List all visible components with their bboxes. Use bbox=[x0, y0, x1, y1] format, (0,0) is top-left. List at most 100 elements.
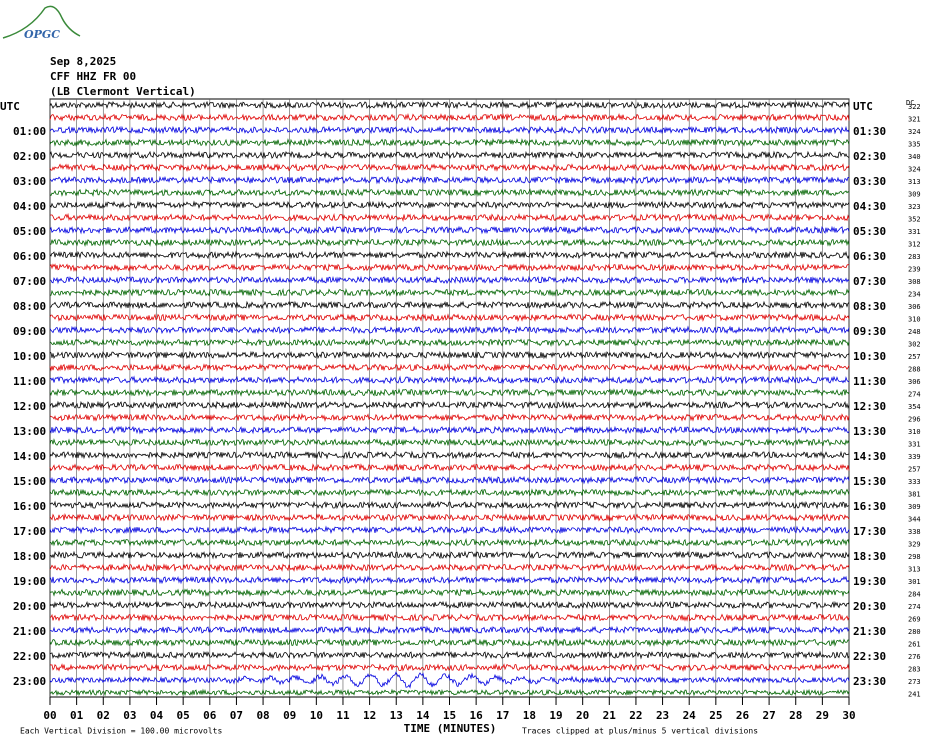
right-number: 329 bbox=[908, 541, 921, 549]
left-label: 07:00 bbox=[13, 275, 46, 288]
right-number: 333 bbox=[908, 478, 921, 486]
x-tick-label: 00 bbox=[43, 709, 56, 722]
right-header: DC bbox=[906, 99, 914, 107]
trace bbox=[49, 163, 850, 172]
trace bbox=[49, 450, 850, 460]
right-label: 10:30 bbox=[853, 350, 886, 363]
right-label: 03:30 bbox=[853, 175, 886, 188]
x-title: TIME (MINUTES) bbox=[404, 722, 497, 735]
right-number: 309 bbox=[908, 503, 921, 511]
left-label: 09:00 bbox=[13, 325, 46, 338]
left-label: 06:00 bbox=[13, 250, 46, 263]
right-number: 284 bbox=[908, 591, 921, 599]
left-label: 11:00 bbox=[13, 375, 46, 388]
left-label: 20:00 bbox=[13, 600, 46, 613]
right-number: 302 bbox=[908, 341, 921, 349]
x-tick-label: 12 bbox=[363, 709, 376, 722]
right-number: 261 bbox=[908, 641, 921, 649]
x-tick-label: 21 bbox=[603, 709, 617, 722]
right-number: 308 bbox=[908, 278, 921, 286]
trace bbox=[49, 362, 850, 373]
right-label: 20:30 bbox=[853, 600, 886, 613]
left-label: 18:00 bbox=[13, 550, 46, 563]
left-label: 15:00 bbox=[13, 475, 46, 488]
right-label: 04:30 bbox=[853, 200, 886, 213]
trace bbox=[49, 412, 850, 422]
trace bbox=[49, 388, 850, 397]
trace bbox=[49, 513, 850, 522]
right-number: 323 bbox=[908, 203, 921, 211]
left-label: 04:00 bbox=[13, 200, 46, 213]
x-tick-label: 13 bbox=[390, 709, 403, 722]
right-label: 19:30 bbox=[853, 575, 886, 588]
right-number: 306 bbox=[908, 378, 921, 386]
trace bbox=[49, 275, 850, 285]
trace bbox=[49, 688, 850, 697]
right-label: 13:30 bbox=[853, 425, 886, 438]
right-label: UTC bbox=[853, 100, 873, 113]
left-label: 08:00 bbox=[13, 300, 46, 313]
right-number: 312 bbox=[908, 241, 921, 249]
right-number: 274 bbox=[908, 391, 921, 399]
trace bbox=[49, 575, 850, 585]
x-tick-label: 10 bbox=[310, 709, 323, 722]
trace bbox=[49, 563, 850, 572]
trace bbox=[49, 663, 850, 672]
right-number: 331 bbox=[908, 441, 921, 449]
right-number: 354 bbox=[908, 403, 921, 411]
trace bbox=[49, 487, 850, 497]
right-number: 313 bbox=[908, 178, 921, 186]
x-tick-label: 09 bbox=[283, 709, 296, 722]
x-tick-label: 24 bbox=[683, 709, 697, 722]
left-label: 12:00 bbox=[13, 400, 46, 413]
x-tick-label: 07 bbox=[230, 709, 243, 722]
right-label: 18:30 bbox=[853, 550, 886, 563]
right-number: 306 bbox=[908, 303, 921, 311]
left-label: 17:00 bbox=[13, 525, 46, 538]
x-tick-label: 11 bbox=[336, 709, 350, 722]
right-label: 15:30 bbox=[853, 475, 886, 488]
right-number: 321 bbox=[908, 116, 921, 124]
left-label: 10:00 bbox=[13, 350, 46, 363]
right-number: 310 bbox=[908, 316, 921, 324]
x-tick-label: 26 bbox=[736, 709, 750, 722]
x-tick-label: 01 bbox=[70, 709, 84, 722]
trace bbox=[49, 463, 850, 472]
right-number: 339 bbox=[908, 453, 921, 461]
x-tick-label: 14 bbox=[416, 709, 430, 722]
trace bbox=[49, 375, 850, 385]
trace bbox=[49, 225, 850, 235]
right-number: 248 bbox=[908, 328, 921, 336]
x-tick-label: 03 bbox=[123, 709, 136, 722]
right-number: 338 bbox=[908, 528, 921, 536]
header-station: CFF HHZ FR 00 bbox=[50, 70, 136, 83]
right-label: 07:30 bbox=[853, 275, 886, 288]
right-number: 273 bbox=[908, 678, 921, 686]
footer-clip: Traces clipped at plus/minus 5 vertical … bbox=[522, 727, 758, 736]
trace bbox=[49, 138, 850, 148]
trace bbox=[49, 125, 850, 135]
right-label: 05:30 bbox=[853, 225, 886, 238]
left-label: 01:00 bbox=[13, 125, 46, 138]
trace bbox=[49, 325, 850, 335]
x-tick-label: 22 bbox=[629, 709, 642, 722]
x-tick-label: 25 bbox=[709, 709, 722, 722]
trace bbox=[49, 638, 850, 647]
trace bbox=[49, 625, 850, 635]
right-label: 23:30 bbox=[853, 675, 886, 688]
right-label: 12:30 bbox=[853, 400, 886, 413]
right-number: 288 bbox=[908, 366, 921, 374]
trace bbox=[49, 537, 850, 547]
left-label: UTC bbox=[0, 100, 20, 113]
x-tick-label: 23 bbox=[656, 709, 669, 722]
trace bbox=[49, 613, 850, 623]
right-label: 22:30 bbox=[853, 650, 886, 663]
x-tick-label: 02 bbox=[97, 709, 110, 722]
right-number: 352 bbox=[908, 216, 921, 224]
trace bbox=[49, 350, 850, 360]
trace bbox=[49, 438, 850, 447]
x-tick-label: 20 bbox=[576, 709, 589, 722]
right-number: 234 bbox=[908, 291, 921, 299]
x-tick-label: 04 bbox=[150, 709, 164, 722]
